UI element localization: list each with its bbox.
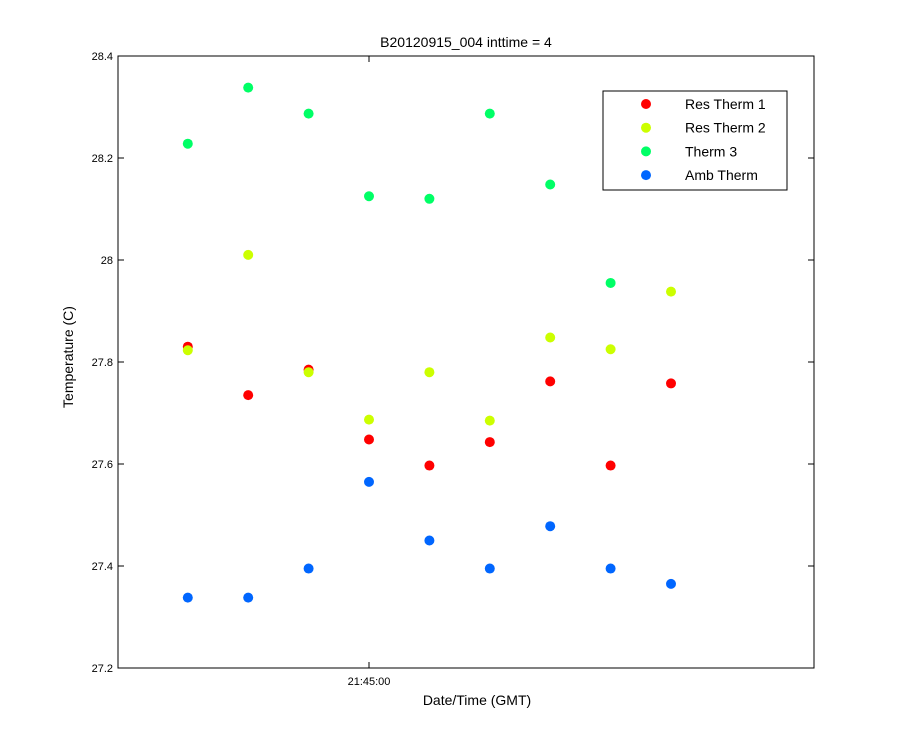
y-tick-label: 27.8	[92, 357, 113, 369]
data-point	[364, 191, 374, 202]
data-point	[666, 578, 676, 589]
data-point	[605, 563, 616, 574]
data-point	[605, 344, 616, 355]
y-tick-label: 27.2	[92, 663, 113, 675]
data-point	[182, 345, 193, 356]
data-point	[243, 249, 254, 260]
data-point	[364, 476, 374, 487]
data-point	[484, 108, 495, 119]
data-point	[666, 286, 676, 297]
x-tick-label: 21:45:00	[348, 676, 391, 688]
data-point	[545, 332, 556, 343]
legend-marker	[641, 99, 651, 109]
legend-marker	[641, 122, 651, 133]
data-point	[424, 367, 435, 378]
data-point	[243, 390, 254, 401]
data-point	[666, 378, 676, 389]
legend-box	[602, 90, 788, 191]
legend-label: Amb Therm	[685, 167, 758, 183]
data-point	[605, 277, 616, 288]
y-tick-label: 27.4	[92, 561, 113, 573]
legend-label: Therm 3	[685, 143, 737, 159]
data-point	[424, 193, 435, 204]
data-point	[484, 415, 495, 426]
data-point	[364, 434, 374, 445]
data-point	[605, 460, 616, 471]
data-point	[303, 563, 314, 574]
data-point	[484, 563, 495, 574]
legend-label: Res Therm 1	[685, 96, 766, 112]
y-tick-label: 28.2	[92, 153, 113, 165]
data-point	[545, 376, 556, 387]
y-tick-label: 28	[101, 255, 113, 267]
legend-label: Res Therm 2	[685, 120, 766, 136]
data-point	[424, 535, 435, 546]
y-tick-label: 28.4	[92, 51, 113, 63]
data-point	[243, 592, 254, 603]
data-point	[303, 108, 314, 119]
x-axis-ticks: 21:45:00	[348, 56, 391, 688]
chart-title: B20120915_004 inttime = 4	[380, 34, 552, 50]
data-point	[484, 437, 495, 448]
data-point	[364, 414, 374, 425]
y-tick-label: 27.6	[92, 459, 113, 471]
data-point	[545, 179, 556, 190]
x-axis-label: Date/Time (GMT)	[423, 692, 531, 708]
legend: Res Therm 1 Res Therm 2 Therm 3 Amb Therm	[602, 90, 788, 191]
y-axis-label: Temperature (C)	[60, 306, 76, 408]
data-point	[243, 82, 254, 93]
data-points	[182, 82, 676, 603]
data-point	[182, 138, 193, 149]
data-point	[545, 521, 556, 532]
y-axis-ticks: 27.2 27.4 27.6 27.8 28 28.2 28.4	[92, 51, 814, 675]
legend-marker	[641, 146, 651, 157]
data-point	[424, 460, 435, 471]
data-point	[303, 367, 314, 378]
legend-marker	[641, 170, 651, 181]
data-point	[182, 592, 193, 603]
